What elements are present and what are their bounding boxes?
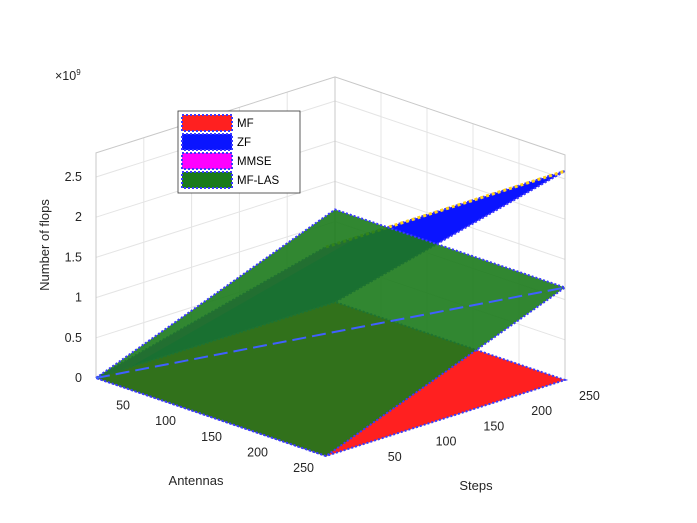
- surface-mf-las: [93, 208, 568, 458]
- x-tick-label: 100: [436, 435, 457, 449]
- z-tick-label: 0: [75, 371, 82, 385]
- z-exponent-label: ×109: [55, 68, 81, 83]
- legend-swatch: [181, 152, 233, 170]
- legend-item: MMSE: [181, 152, 272, 170]
- x-axis-label: Steps: [459, 478, 493, 493]
- legend-item: MF: [181, 114, 254, 132]
- y-tick-label: 50: [116, 399, 130, 413]
- x-tick-label: 250: [579, 389, 600, 403]
- z-tick-label: 1: [75, 291, 82, 305]
- legend-label: MMSE: [237, 156, 272, 168]
- z-tick-label: 2: [75, 210, 82, 224]
- legend-label: ZF: [237, 137, 251, 149]
- legend-swatch: [181, 133, 233, 151]
- y-axis-label: Antennas: [169, 473, 224, 488]
- tick-labels: 0 0.5 1 1.5 2 2.5 50 100 150 200 250 50 100 150 200 250: [65, 170, 600, 475]
- x-tick-label: 150: [483, 419, 504, 433]
- legend-item: MF-LAS: [181, 171, 280, 189]
- z-tick-label: 1.5: [65, 250, 82, 264]
- legend-swatch: [181, 114, 233, 132]
- legend-label: MF-LAS: [237, 175, 280, 187]
- y-tick-label: 150: [201, 430, 222, 444]
- z-tick-label: 2.5: [65, 170, 82, 184]
- x-tick-label: 50: [388, 450, 402, 464]
- y-tick-label: 250: [293, 461, 314, 475]
- surfaces: [92, 169, 569, 458]
- y-tick-label: 100: [155, 414, 176, 428]
- legend-label: MF: [237, 118, 254, 130]
- x-tick-label: 200: [531, 404, 552, 418]
- y-tick-label: 200: [247, 445, 268, 459]
- z-gridline: [95, 100, 566, 180]
- legend: MF ZF MMSE MF-LAS: [177, 110, 301, 194]
- z-axis-label: Number of flops: [37, 199, 52, 291]
- z-tick-label: 0.5: [65, 331, 82, 345]
- legend-swatch: [181, 171, 233, 189]
- surface-face: [93, 208, 568, 458]
- legend-item: ZF: [181, 133, 251, 151]
